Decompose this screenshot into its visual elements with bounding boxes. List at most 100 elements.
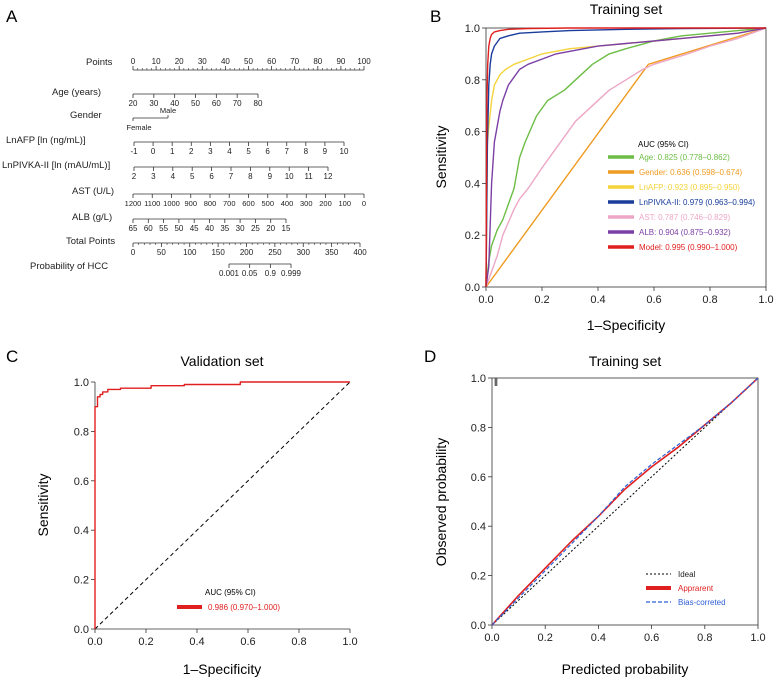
nomogram-row-label: ALB (g/L) (72, 212, 112, 223)
x-tick-label: 0.8 (291, 636, 306, 648)
tick-label: 50 (157, 248, 166, 257)
x-tick-label: 0.0 (484, 632, 499, 644)
legend-title: AUC (95% CI) (205, 588, 256, 597)
x-tick-label: 0.2 (534, 294, 549, 306)
nomogram-row-label: AST (U/L) (72, 186, 114, 197)
tick-label: 0.9 (265, 269, 277, 278)
y-tick-label: 0.0 (74, 624, 89, 636)
tick-label: 0.05 (242, 269, 258, 278)
y-tick-label: 0.4 (74, 525, 89, 537)
tick-label: 10 (285, 172, 294, 181)
tick-label: 70 (233, 99, 242, 108)
nomogram-row-label: Points (86, 57, 113, 68)
tick-label: 20 (175, 57, 184, 66)
panel-d-plot: 0.00.0 0.2 0.2 0.4 0.4 0.6 0.6 0.8 0.8 1.0 1.0 (471, 373, 766, 644)
y-tick-label: 0.2 (74, 575, 89, 587)
tick-label: 100 (357, 57, 371, 66)
legend-entry-model: Model: 0.995 (0.990–1.000) (639, 243, 738, 252)
x-tick-label: 0.2 (538, 632, 553, 644)
y-tick-label: 0.8 (74, 426, 89, 438)
tick-label: 45 (190, 224, 199, 233)
panel-b-letter: B (430, 7, 441, 26)
tick-label: 250 (268, 248, 282, 257)
tick-label: 300 (300, 199, 313, 208)
tick-label: 2 (132, 172, 137, 181)
tick-label: 1200 (125, 199, 142, 208)
roc-curve-gender (485, 27, 767, 288)
panel-c-roc-validation: C Validation set 1–Specificity Sensitivi… (6, 347, 358, 677)
nomogram-scales: Points Age (years) Gender LnAFP [ln (ng/mL)… (2, 57, 371, 278)
tick-label: 50 (174, 224, 183, 233)
nomogram-row-label: LnAFP [ln (ng/mL)] (6, 135, 86, 146)
tick-label: 4 (171, 172, 176, 181)
roc-curve-lnpivka (485, 27, 767, 288)
x-tick-label: 0.6 (240, 636, 255, 648)
x-tick-label: 0.4 (189, 636, 204, 648)
panel-a-nomogram: A Points Age (years) Gender LnAFP [ln (ng/m… (2, 7, 371, 278)
tick-label: 200 (240, 248, 254, 257)
tick-label: 12 (324, 172, 333, 181)
y-tick-label: 0.2 (465, 230, 480, 242)
tick-label: 6 (265, 147, 270, 156)
panel-c-plot: 0.00.0 0.2 0.2 0.4 0.4 0.6 0.6 0.8 0.8 1.0 1.0 (74, 377, 358, 648)
panel-c-letter: C (6, 347, 18, 366)
tick-label: 100 (183, 248, 197, 257)
tick-label: 0.999 (281, 269, 302, 278)
tick-label: 900 (184, 199, 197, 208)
tick-label: 60 (267, 57, 276, 66)
panel-b-xlabel: 1–Specificity (587, 317, 666, 333)
legend-entry-lnpivka: LnPIVKA-II: 0.979 (0.963–0.994) (639, 198, 755, 207)
panel-d-xlabel: Predicted probability (562, 661, 689, 677)
tick-label: 40 (170, 99, 179, 108)
y-tick-label: 0.6 (471, 472, 486, 484)
tick-label: 80 (313, 57, 322, 66)
legend-entry-alb: ALB: 0.904 (0.875–0.932) (639, 228, 731, 237)
y-tick-label: 0.8 (465, 75, 480, 87)
tick-label: 40 (221, 57, 230, 66)
tick-label: 3 (151, 172, 156, 181)
x-tick-label: 0.6 (644, 632, 659, 644)
tick-label: 300 (297, 248, 311, 257)
tick-label: 80 (254, 99, 263, 108)
tick-label: 10 (340, 147, 349, 156)
x-tick-label: 0.0 (87, 636, 102, 648)
x-tick-label: 0.4 (591, 632, 606, 644)
tick-label: 60 (144, 224, 153, 233)
x-tick-label: 0.4 (590, 294, 605, 306)
tick-label: 1000 (163, 199, 180, 208)
panel-b-plot: 0.00.0 0.2 0.2 0.4 0.4 0.6 0.6 0.8 0.8 1.0 1.0 (465, 23, 774, 306)
tick-label: -1 (130, 147, 138, 156)
legend-entry-age: Age: 0.825 (0.778–0.862) (639, 153, 730, 162)
panel-c-xlabel: 1–Specificity (183, 661, 262, 677)
tick-label: 600 (242, 199, 255, 208)
tick-label: 5 (190, 172, 195, 181)
x-tick-label: 0.2 (138, 636, 153, 648)
y-tick-label: 0.0 (471, 620, 486, 632)
y-tick-label: 0.4 (465, 178, 480, 190)
panel-d-ylabel: Observed probability (433, 438, 449, 566)
y-tick-label: 0.6 (465, 127, 480, 139)
tick-label: 40 (205, 224, 214, 233)
reference-diagonal (94, 381, 351, 630)
nomogram-row-label: Gender (70, 110, 102, 121)
legend-entry-lnafp: LnAFP: 0.923 (0.895–0.950) (639, 183, 740, 192)
ideal-line (491, 377, 759, 626)
tick-label: 100 (338, 199, 351, 208)
tick-label: 800 (204, 199, 217, 208)
legend-entry-apparent: Apprarent (678, 584, 714, 593)
roc-curve-model (485, 27, 766, 288)
tick-label: 50 (191, 99, 200, 108)
tick-label: 20 (266, 224, 275, 233)
y-tick-label: 1.0 (465, 23, 480, 35)
tick-label: 90 (336, 57, 345, 66)
tick-label: 60 (212, 99, 221, 108)
tick-label: 400 (281, 199, 294, 208)
tick-label: 11 (304, 172, 313, 181)
y-tick-label: 0.0 (465, 282, 480, 294)
tick-label: 0 (131, 248, 136, 257)
tick-label: 9 (268, 172, 273, 181)
y-tick-label: 0.6 (74, 476, 89, 488)
tick-label: 30 (149, 99, 158, 108)
panel-c-legend: AUC (95% CI) 0.986 (0.970–1.000) (177, 588, 280, 612)
tick-label: 20 (129, 99, 138, 108)
